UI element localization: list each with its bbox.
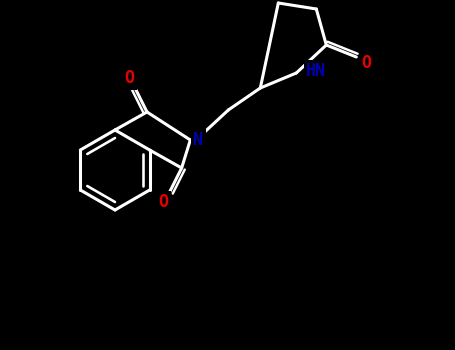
Text: O: O — [124, 69, 134, 87]
Text: O: O — [361, 54, 371, 72]
Text: O: O — [159, 193, 169, 211]
Text: N: N — [193, 131, 203, 149]
Text: HN: HN — [306, 62, 326, 80]
